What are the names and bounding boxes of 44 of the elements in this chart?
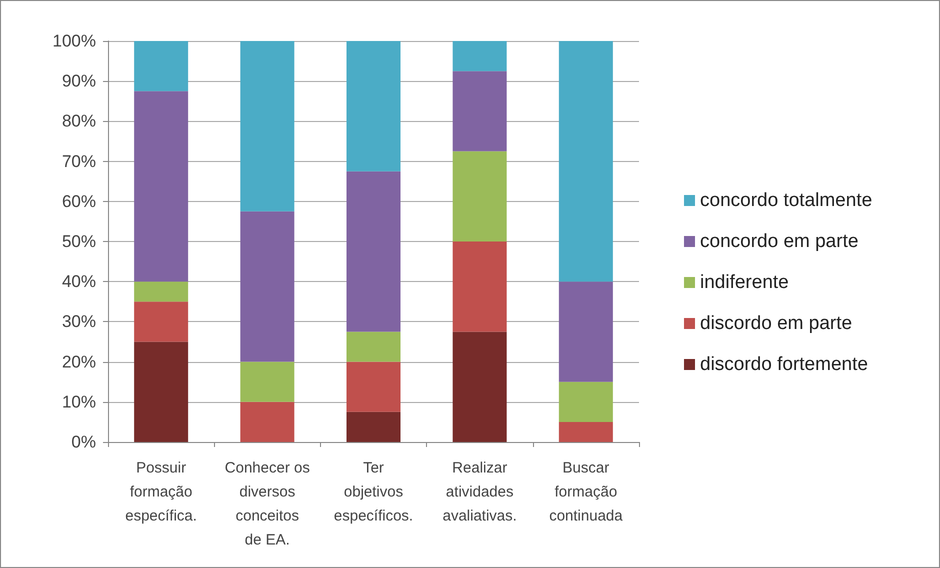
bar — [346, 41, 400, 172]
y-tick-label: 100% — [52, 32, 96, 50]
bar — [558, 282, 613, 382]
bar — [240, 41, 294, 212]
x-tick-label: Realizar atividades avaliativas. — [442, 460, 517, 524]
bar — [558, 422, 613, 442]
bar — [558, 41, 613, 282]
legend-label: discordo fortemente — [700, 354, 868, 375]
y-tick-label: 10% — [62, 392, 96, 412]
bar — [134, 41, 188, 92]
y-tick-label: 90% — [62, 72, 96, 91]
bar — [452, 41, 507, 72]
bar — [134, 282, 188, 302]
legend-label: concordo totalmente — [700, 190, 872, 211]
bar — [558, 382, 613, 422]
legend-label: indiferente — [700, 272, 789, 293]
bar — [346, 362, 400, 412]
bar — [134, 302, 188, 342]
bar — [346, 171, 400, 332]
y-tick-label: 50% — [62, 232, 96, 251]
y-tick-label: 70% — [62, 152, 96, 171]
bar — [452, 332, 507, 442]
x-tick-label: Conhecer os diversos conceitos de EA. — [224, 460, 310, 548]
y-tick-label: 30% — [62, 312, 96, 332]
bar — [240, 211, 294, 362]
x-tick-label: Ter objetivos específicos. — [334, 460, 414, 524]
bar — [240, 362, 294, 402]
y-tick-label: 20% — [62, 352, 96, 372]
y-tick-label: 80% — [62, 112, 96, 131]
x-tick-label: Possuir formação específica. — [125, 460, 197, 524]
x-tick-label: Buscar formação continuada — [549, 460, 624, 524]
bar — [452, 71, 507, 152]
bar — [452, 151, 507, 242]
bar — [346, 412, 400, 442]
bar — [346, 332, 400, 362]
y-tick-label: 0% — [71, 432, 96, 452]
y-tick-label: 40% — [62, 272, 96, 292]
bar — [134, 91, 188, 282]
bar — [452, 242, 507, 332]
legend-label: discordo em parte — [700, 313, 852, 334]
bar — [240, 402, 294, 442]
bar — [134, 342, 188, 442]
y-tick-label: 60% — [62, 192, 96, 211]
legend-label: concordo em parte — [700, 231, 858, 252]
